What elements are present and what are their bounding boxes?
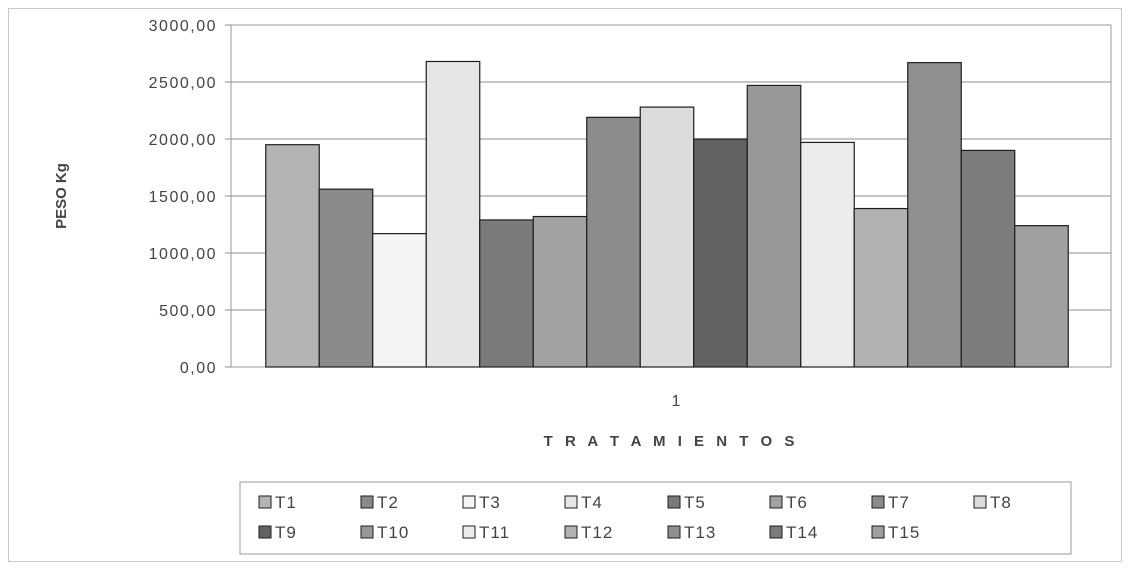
bar-t13 bbox=[907, 62, 962, 368]
bar-t8 bbox=[639, 106, 695, 368]
y-tick-label: 0,00 bbox=[180, 360, 217, 377]
legend-box bbox=[239, 481, 1072, 555]
legend-swatch-t12 bbox=[564, 525, 578, 539]
legend-swatch-t6 bbox=[769, 495, 783, 509]
bar-t12 bbox=[853, 207, 909, 368]
bar-t7 bbox=[586, 116, 641, 368]
x-axis-title: T R A T A M I E N T O S bbox=[544, 433, 799, 450]
category-label: 1 bbox=[672, 393, 681, 410]
legend-label-t14: T14 bbox=[786, 523, 818, 542]
legend-swatch-t3 bbox=[462, 495, 476, 509]
legend-swatch-t7 bbox=[871, 495, 885, 509]
legend-swatch-t2 bbox=[360, 495, 374, 509]
bar-t10 bbox=[746, 84, 802, 368]
legend-label-t2: T2 bbox=[377, 493, 399, 512]
legend-label-t8: T8 bbox=[990, 493, 1012, 512]
bar-t1 bbox=[265, 144, 320, 368]
legend-label-t1: T1 bbox=[275, 493, 297, 512]
bar-t3 bbox=[372, 233, 427, 368]
legend-label-t4: T4 bbox=[581, 493, 603, 512]
y-tick-label: 3000,00 bbox=[149, 18, 217, 35]
bar-t14 bbox=[960, 149, 1016, 368]
legend-swatch-t9 bbox=[258, 525, 272, 539]
y-tick-label: 1000,00 bbox=[149, 246, 217, 263]
chart-frame: 0,00 500,00 1000,00 1500,00 2000,00 2500,00 30… bbox=[8, 8, 1122, 562]
legend-label-t9: T9 bbox=[275, 523, 297, 542]
bar-t5 bbox=[479, 219, 534, 368]
y-tick-label: 1500,00 bbox=[149, 189, 217, 206]
legend-label-t15: T15 bbox=[888, 523, 920, 542]
bar-chart: 0,00 500,00 1000,00 1500,00 2000,00 2500,00 30… bbox=[53, 18, 1112, 555]
legend-swatch-t15 bbox=[871, 525, 885, 539]
bar-t6 bbox=[532, 215, 588, 368]
y-tick-label: 500,00 bbox=[159, 303, 217, 320]
legend-swatch-t11 bbox=[462, 525, 476, 539]
legend-label-t3: T3 bbox=[479, 493, 501, 512]
bar-t11 bbox=[800, 141, 855, 368]
bar-t15 bbox=[1014, 225, 1069, 368]
bar-t9 bbox=[693, 138, 748, 368]
legend-label-t6: T6 bbox=[786, 493, 808, 512]
legend-label-t12: T12 bbox=[581, 523, 613, 542]
legend-swatch-t14 bbox=[769, 525, 783, 539]
bar-t2 bbox=[318, 188, 374, 368]
legend-swatch-t4 bbox=[564, 495, 578, 509]
legend-label-t13: T13 bbox=[684, 523, 716, 542]
legend-swatch-t5 bbox=[667, 495, 681, 509]
legend-swatch-t8 bbox=[973, 495, 987, 509]
y-tick-label: 2500,00 bbox=[149, 75, 217, 92]
legend-swatch-t1 bbox=[258, 495, 272, 509]
y-axis-title: PESO Kg bbox=[53, 163, 70, 229]
legend-label-t11: T11 bbox=[479, 523, 510, 542]
legend-label-t5: T5 bbox=[684, 493, 706, 512]
bar-t4 bbox=[425, 60, 481, 368]
legend-swatch-t10 bbox=[360, 525, 374, 539]
y-tick-label: 2000,00 bbox=[149, 132, 217, 149]
legend-label-t7: T7 bbox=[888, 493, 910, 512]
legend-swatch-t13 bbox=[667, 525, 681, 539]
legend-label-t10: T10 bbox=[377, 523, 409, 542]
